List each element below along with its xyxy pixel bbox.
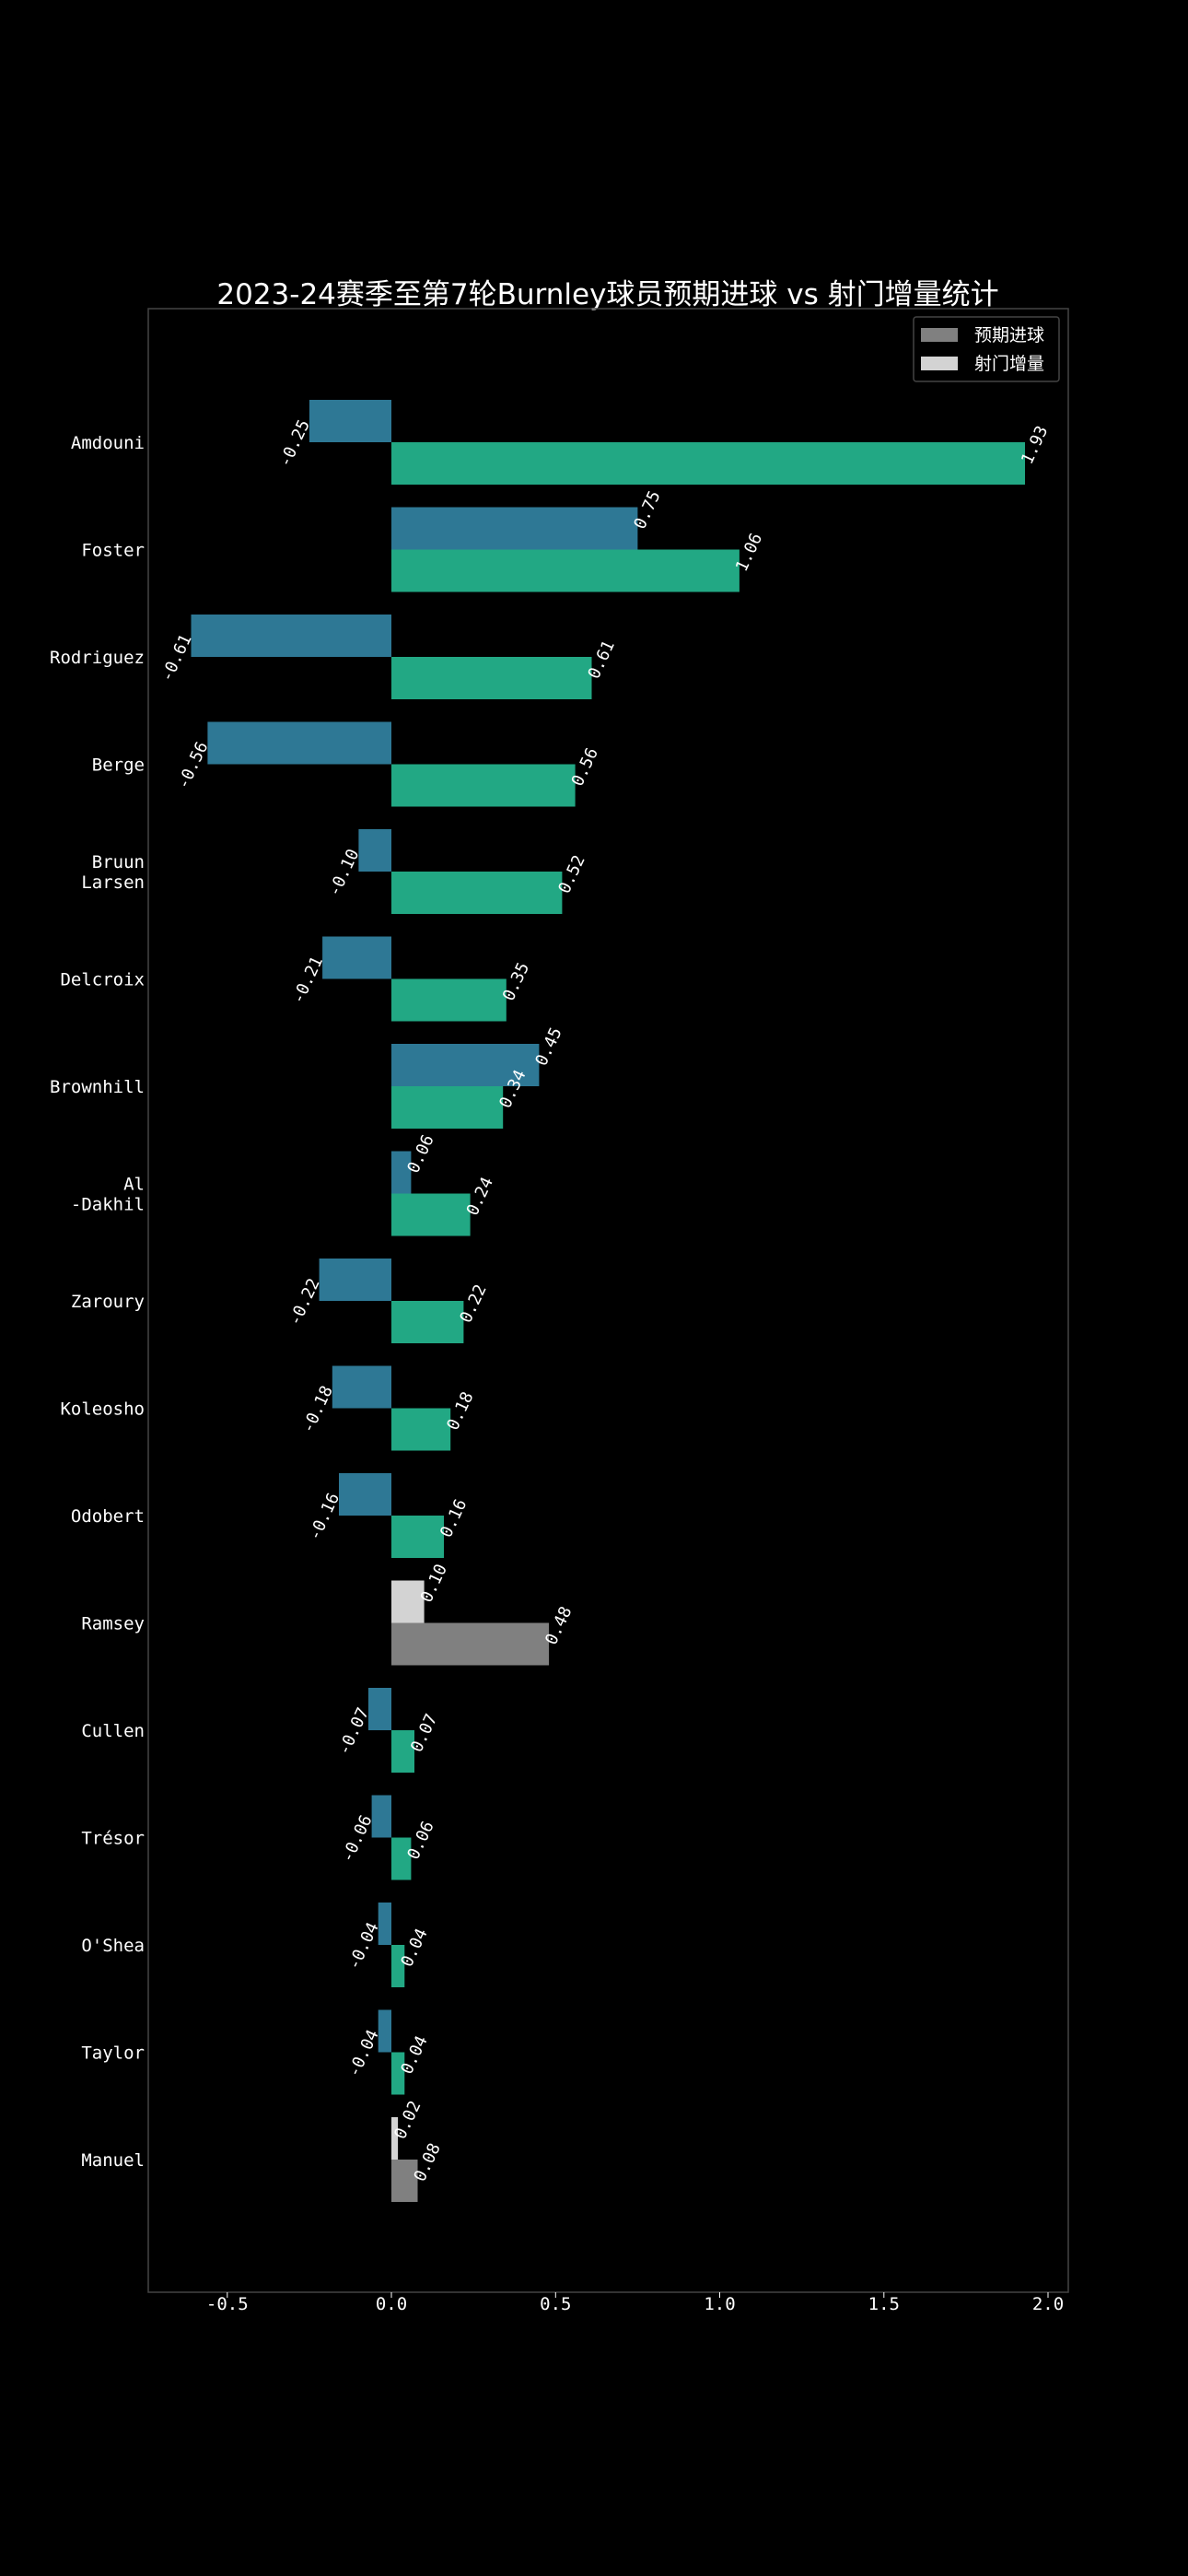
bar-delta — [391, 2052, 405, 2095]
bar-delta — [391, 1837, 412, 1880]
bar-xg — [309, 400, 391, 442]
legend-label-delta: 射门增量 — [974, 354, 1044, 374]
y-tick-label: Amdouni — [71, 433, 145, 453]
bar-delta — [391, 549, 740, 592]
bar-xg — [332, 1365, 391, 1409]
bar-xg — [391, 1151, 412, 1194]
legend-swatch-delta — [921, 357, 958, 370]
x-tick-label: 2.0 — [1032, 2294, 1064, 2314]
y-tick-label: Rodriguez — [50, 648, 145, 668]
bar-xg — [378, 1903, 391, 1945]
bar-xg — [391, 1044, 540, 1086]
bar-delta — [391, 1945, 405, 1987]
bar-delta — [391, 764, 576, 807]
bar-delta — [391, 442, 1025, 485]
bar-delta — [391, 1193, 471, 1236]
y-tick-label: Zaroury — [71, 1292, 145, 1312]
bar-delta — [391, 1086, 504, 1129]
bar-xg — [322, 936, 391, 979]
legend: 预期进球 射门增量 — [913, 316, 1060, 382]
y-tick-label: Berge — [92, 755, 145, 776]
bar-xg — [368, 1688, 391, 1730]
y-tick-label: Manuel — [81, 2150, 145, 2171]
legend-label-xg: 预期进球 — [974, 325, 1044, 345]
y-axis-labels: Amdouni Foster Rodriguez Berge Bruun Larsen De… — [50, 433, 145, 2171]
bar-xg — [191, 615, 391, 657]
bar-delta — [391, 978, 507, 1022]
chart-title: 2023-24赛季至第7轮Burnley球员预期进球 vs 射门增量统计 — [216, 278, 998, 311]
x-tick-label: 1.5 — [868, 2294, 900, 2314]
y-tick-label: Cullen — [81, 1721, 145, 1741]
bar-delta — [391, 1408, 451, 1451]
bar-xg — [371, 1795, 391, 1838]
bar-xg — [391, 2117, 399, 2160]
y-tick-label: Al -Dakhil — [71, 1175, 145, 1215]
bar-delta — [391, 1301, 464, 1343]
x-tick-label: -0.5 — [206, 2294, 249, 2314]
bar-xg — [391, 507, 638, 550]
bar-delta — [391, 872, 563, 914]
y-tick-label: Foster — [81, 541, 145, 561]
legend-swatch-xg — [921, 328, 958, 342]
y-tick-label: Bruun Larsen — [81, 852, 145, 893]
y-tick-label: Odobert — [71, 1506, 145, 1527]
bar-delta — [391, 657, 592, 699]
y-tick-label: O'Shea — [81, 1936, 145, 1956]
bar-xg — [319, 1259, 391, 1301]
bar-delta — [391, 1516, 444, 1558]
x-tick-label: 1.0 — [704, 2294, 735, 2314]
bar-xg — [339, 1473, 391, 1516]
x-tick-label: 0.0 — [376, 2294, 407, 2314]
bar-delta — [391, 2160, 418, 2202]
y-tick-label: Brownhill — [50, 1077, 145, 1097]
y-tick-label: Koleosho — [60, 1399, 145, 1420]
bar-xg — [391, 1580, 425, 1623]
bar-xg — [358, 829, 391, 872]
x-tick-label: 0.5 — [540, 2294, 571, 2314]
bar-delta — [391, 1730, 414, 1773]
y-tick-label: Trésor — [81, 1829, 145, 1849]
x-axis-ticks: -0.5 0.0 0.5 1.0 1.5 2.0 — [206, 2292, 1064, 2314]
y-tick-label: Delcroix — [60, 970, 145, 990]
bar-xg — [378, 2009, 391, 2053]
y-tick-label: Ramsey — [81, 1614, 145, 1634]
y-tick-label: Taylor — [81, 2043, 145, 2064]
bar-xg — [207, 721, 391, 765]
bar-delta — [391, 1622, 550, 1666]
plot-area-frame — [147, 308, 1069, 2293]
bars-layer — [191, 400, 1025, 2202]
